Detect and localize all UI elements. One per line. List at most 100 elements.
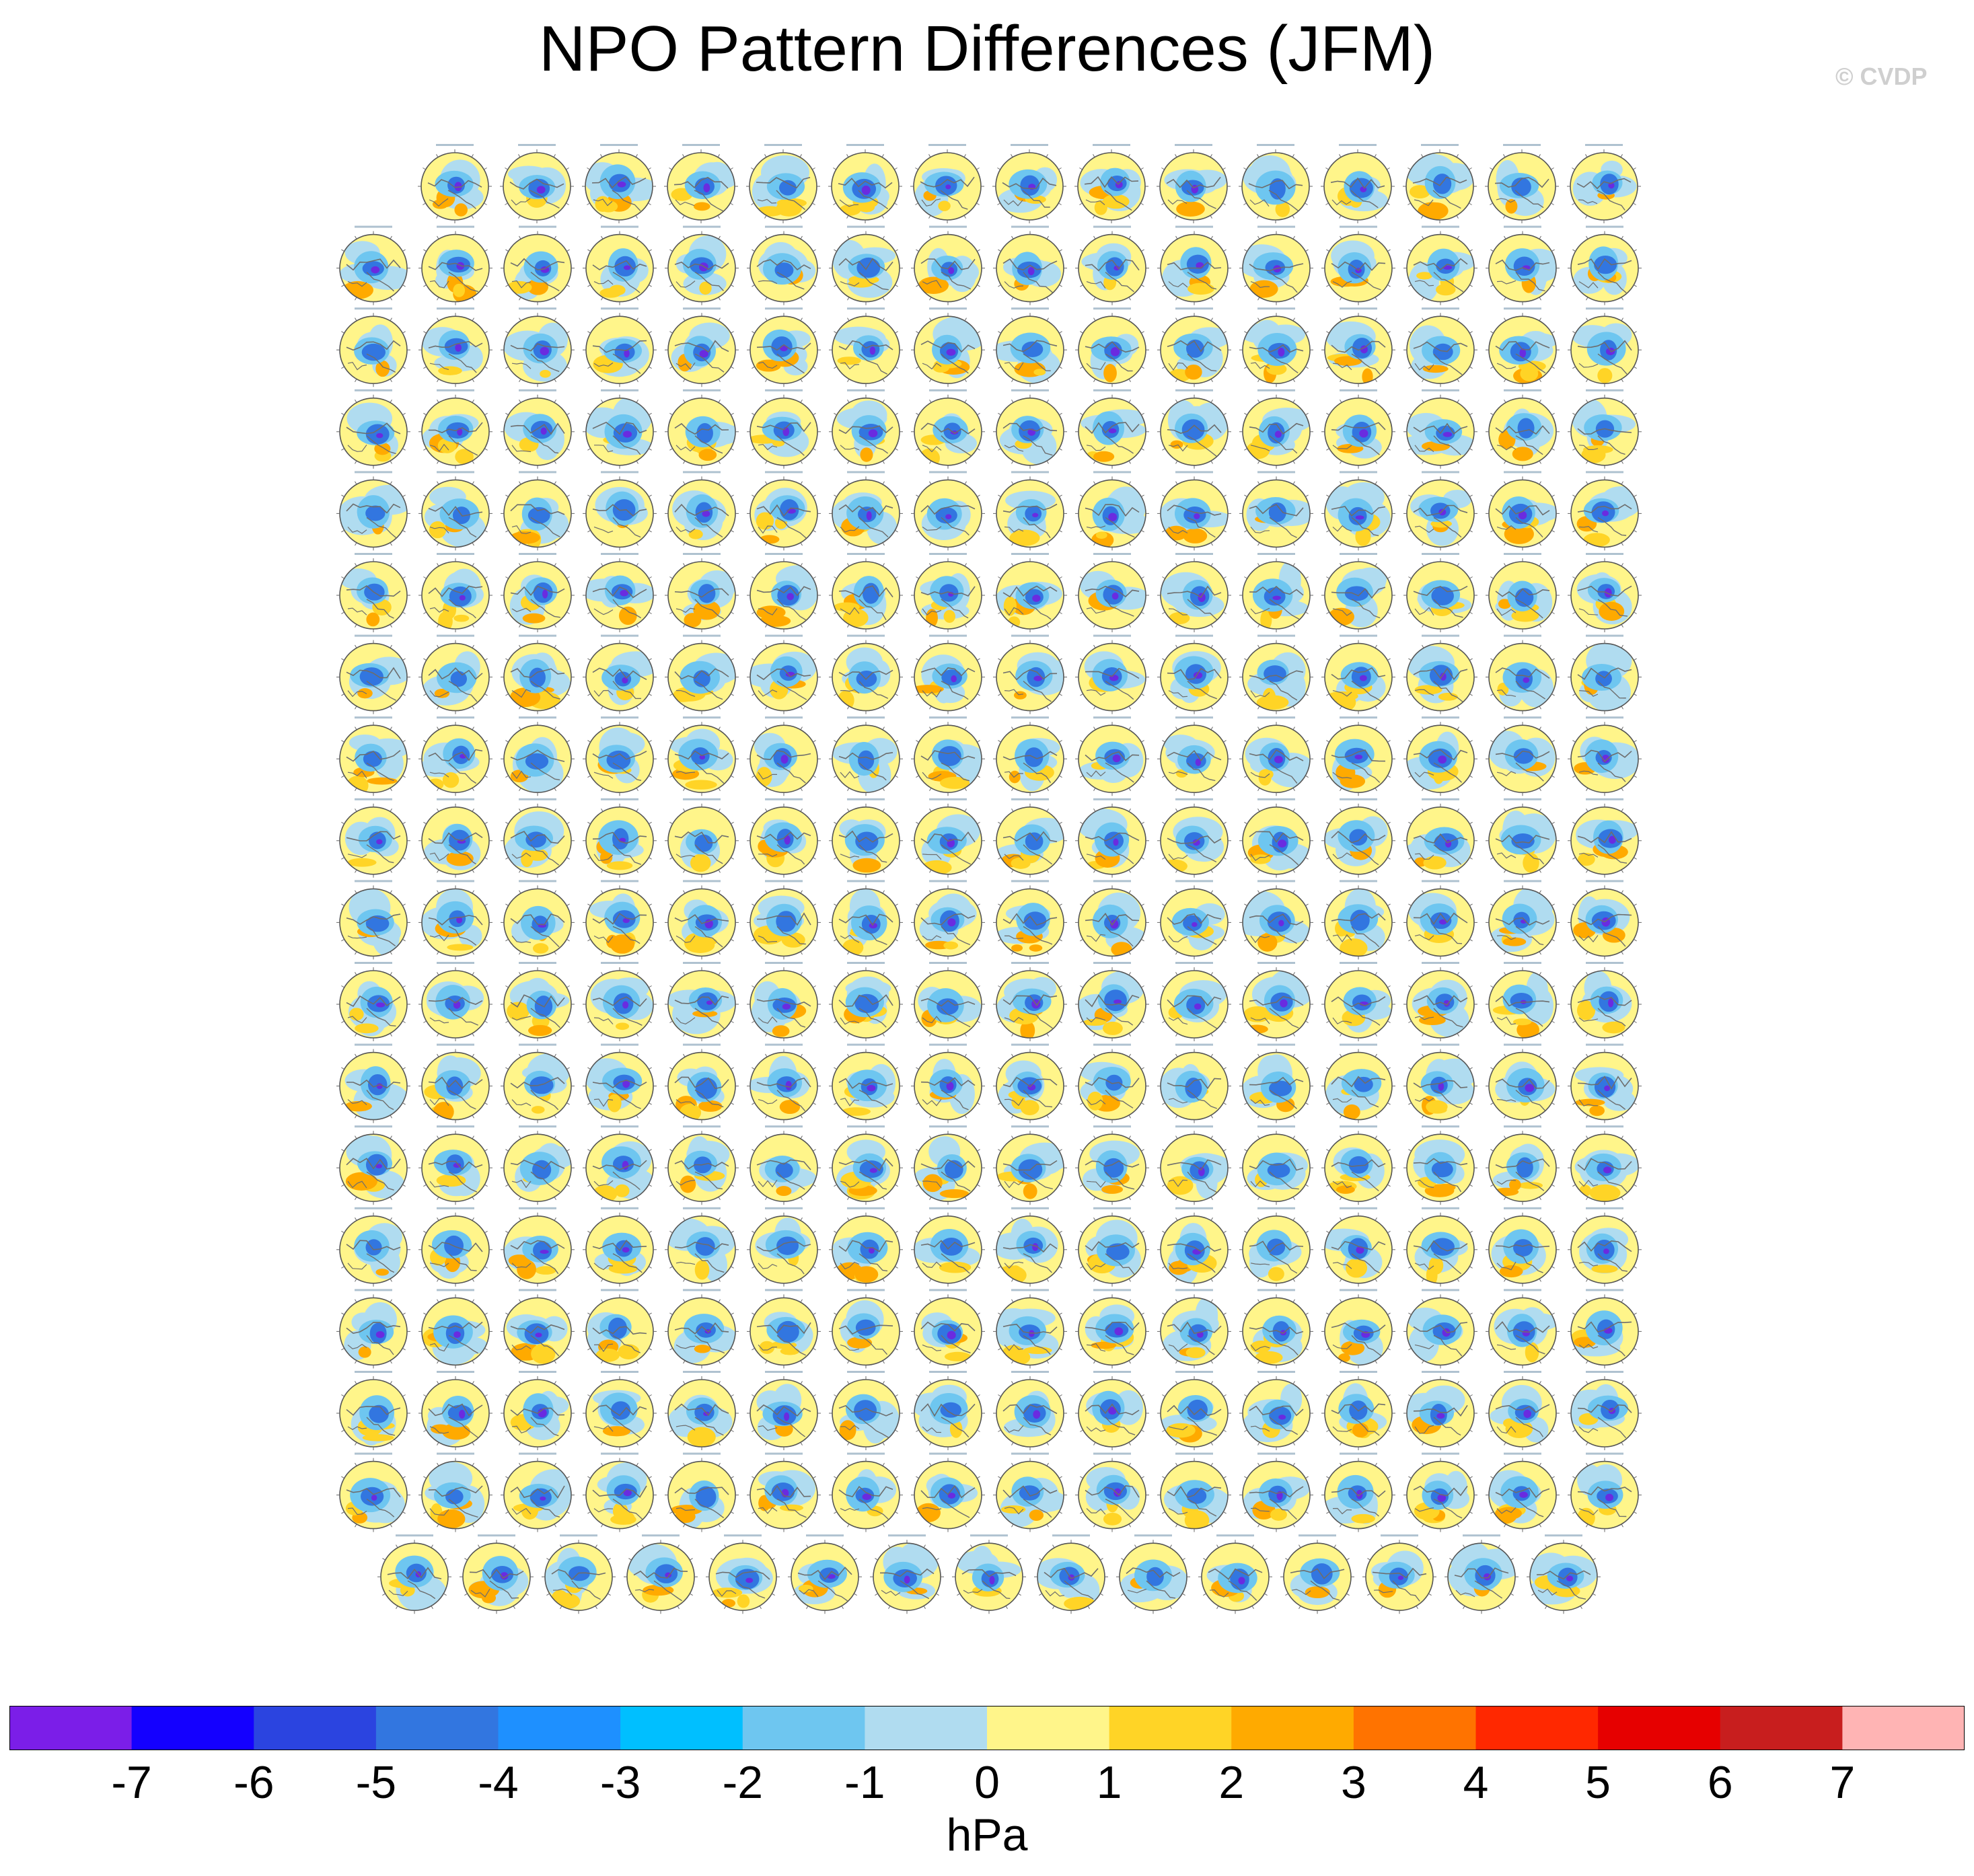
npo-panel — [911, 962, 985, 1041]
npo-panel — [1321, 962, 1395, 1041]
npo-panel — [1486, 1289, 1560, 1369]
npo-panel — [501, 1371, 575, 1450]
colorbar-segment — [1353, 1706, 1477, 1750]
npo-panel — [993, 880, 1067, 960]
npo-panel — [665, 307, 739, 387]
npo-panel — [1485, 144, 1559, 223]
npo-panel — [1239, 307, 1313, 387]
npo-panel — [501, 716, 575, 796]
npo-panel — [911, 880, 985, 960]
npo-panel — [1034, 1534, 1108, 1614]
npo-panel — [993, 389, 1067, 469]
npo-panel — [418, 471, 492, 551]
npo-panel — [1486, 716, 1560, 796]
npo-panel — [665, 962, 739, 1041]
npo-panel — [665, 1452, 739, 1532]
npo-panel — [1321, 634, 1395, 714]
colorbar-tick-label: 3 — [1340, 1757, 1366, 1808]
npo-panel — [1321, 880, 1395, 960]
npo-panel — [1403, 1371, 1477, 1450]
npo-panel — [1486, 1371, 1560, 1450]
npo-panel — [1321, 1043, 1395, 1123]
npo-panel — [1075, 307, 1149, 387]
npo-panel — [418, 1207, 492, 1287]
npo-panel — [1362, 1534, 1436, 1614]
npo-panel — [1157, 553, 1231, 632]
npo-panel — [336, 1043, 410, 1123]
npo-panel — [747, 716, 821, 796]
npo-panel — [911, 1289, 985, 1369]
npo-panel — [1075, 798, 1149, 878]
npo-panel — [1403, 471, 1477, 551]
npo-panel — [829, 716, 903, 796]
npo-panel — [911, 716, 985, 796]
npo-panel — [665, 634, 739, 714]
npo-panel — [747, 798, 821, 878]
colorbar-tick-label: 0 — [974, 1757, 1000, 1808]
npo-panel — [910, 144, 984, 223]
colorbar-segment — [742, 1706, 865, 1750]
npo-panel — [1486, 1452, 1560, 1532]
npo-panel — [993, 1371, 1067, 1450]
npo-panel — [1157, 1452, 1231, 1532]
colorbar-tick-label: 1 — [1096, 1757, 1122, 1808]
npo-panel — [829, 962, 903, 1041]
npo-panel — [829, 1371, 903, 1450]
npo-panel — [1157, 225, 1231, 305]
npo-panel — [993, 1125, 1067, 1205]
colorbar-segment — [620, 1706, 743, 1750]
npo-panel — [1321, 144, 1395, 223]
colorbar-segment — [254, 1706, 377, 1750]
npo-panel — [788, 1534, 862, 1614]
npo-panel — [911, 1125, 985, 1205]
npo-panel — [747, 1125, 821, 1205]
npo-panel — [1239, 389, 1313, 469]
colorbar-segment — [1231, 1706, 1354, 1750]
npo-panel — [501, 1452, 575, 1532]
npo-panel — [1198, 1534, 1272, 1614]
npo-panel — [418, 1289, 492, 1369]
npo-panel — [501, 389, 575, 469]
npo-panel — [664, 144, 738, 223]
figure-title: NPO Pattern Differences (JFM) — [539, 13, 1435, 85]
npo-panel — [1075, 634, 1149, 714]
npo-panel — [829, 1043, 903, 1123]
npo-panel — [418, 880, 492, 960]
colorbar-segment — [1842, 1706, 1965, 1750]
npo-panel — [665, 471, 739, 551]
colorbar-tick-label: 7 — [1829, 1757, 1856, 1808]
npo-panel — [1568, 1371, 1642, 1450]
npo-panel — [418, 1452, 492, 1532]
npo-panel — [747, 1371, 821, 1450]
npo-panel — [993, 1452, 1067, 1532]
npo-panel — [665, 716, 739, 796]
npo-panel — [583, 880, 657, 960]
npo-panel — [1157, 471, 1231, 551]
npo-panel — [1321, 471, 1395, 551]
npo-panel — [460, 1534, 534, 1614]
npo-panel — [583, 798, 657, 878]
npo-panel — [1239, 716, 1313, 796]
npo-panel — [1568, 798, 1642, 878]
colorbar-segment — [9, 1706, 133, 1750]
npo-panel — [1075, 389, 1149, 469]
colorbar-segment — [1720, 1706, 1843, 1750]
npo-panel — [870, 1534, 944, 1614]
npo-panel — [1239, 634, 1313, 714]
npo-panel — [993, 716, 1067, 796]
npo-panel — [1403, 225, 1477, 305]
npo-panel — [993, 962, 1067, 1041]
npo-panel — [1157, 880, 1231, 960]
colorbar — [9, 1706, 1965, 1750]
npo-panel — [993, 307, 1067, 387]
npo-panel — [1486, 1125, 1560, 1205]
npo-panel — [829, 389, 903, 469]
npo-panel — [747, 1452, 821, 1532]
npo-panel — [1486, 880, 1560, 960]
npo-panel — [1075, 1207, 1149, 1287]
npo-panel — [1075, 716, 1149, 796]
npo-panel — [1568, 1125, 1642, 1205]
npo-panel — [1403, 1207, 1477, 1287]
copyright-label: © CVDP — [1835, 63, 1928, 90]
npo-panel — [911, 1452, 985, 1532]
